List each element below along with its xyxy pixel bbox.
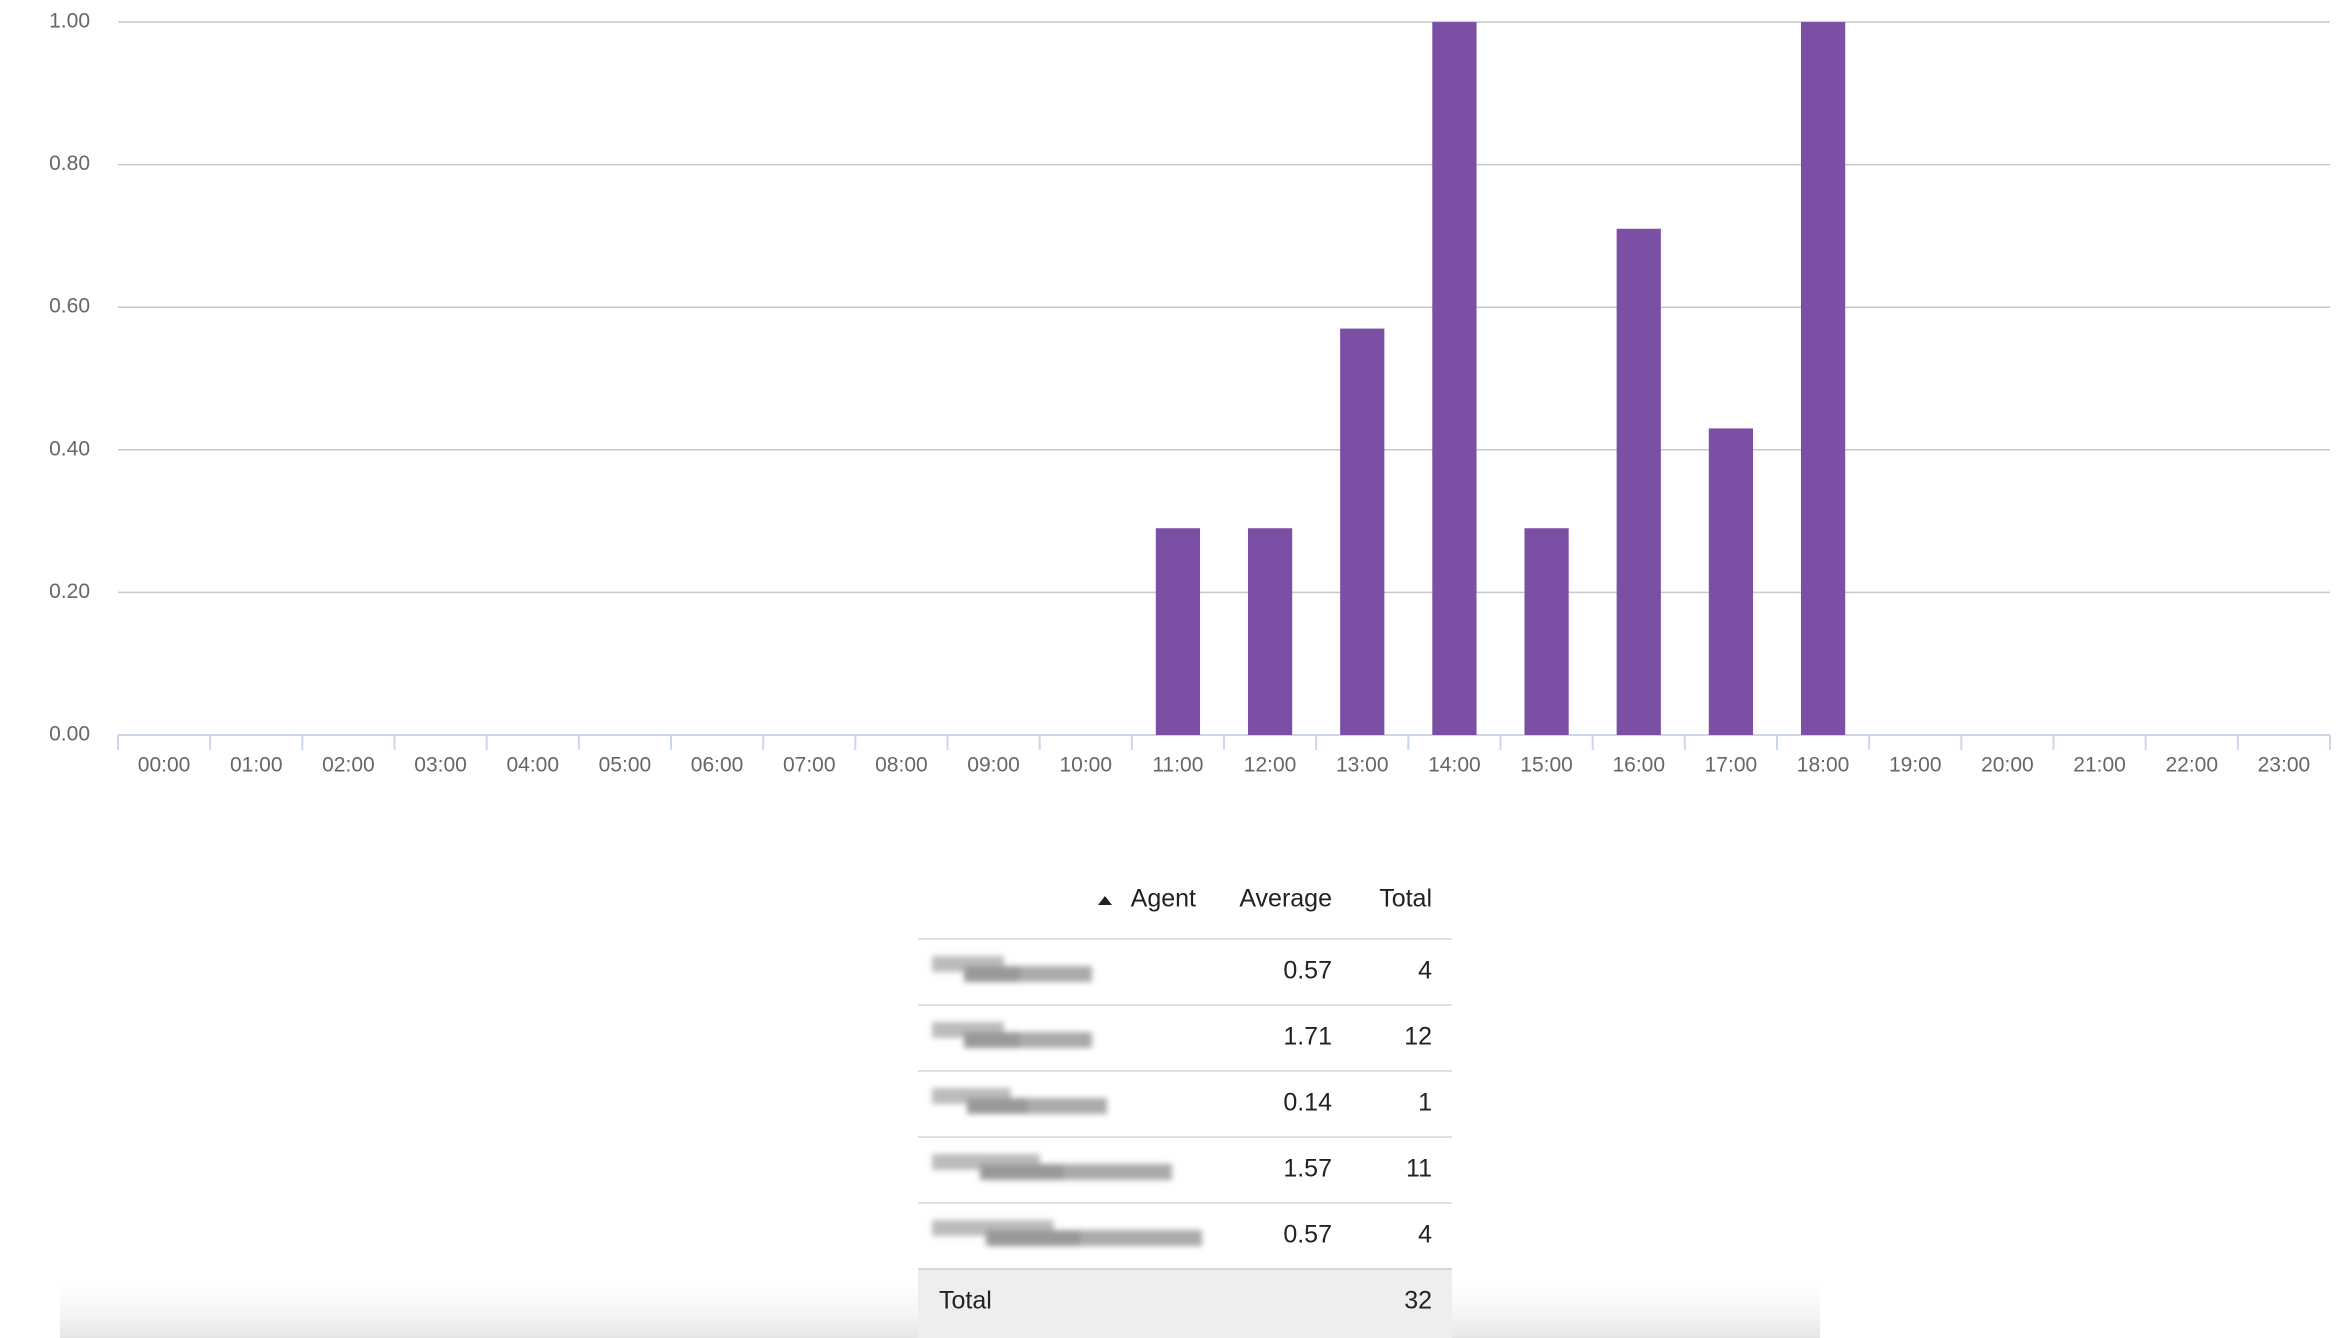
average-cell: 0.14 [1283, 1089, 1332, 1117]
average-cell: 1.57 [1283, 1155, 1332, 1183]
x-tick-label: 12:00 [1244, 754, 1297, 777]
y-tick-label: 0.40 [49, 437, 90, 460]
bar [1247, 528, 1293, 735]
y-tick-label: 0.20 [49, 580, 90, 603]
average-cell: 0.57 [1283, 1221, 1332, 1249]
x-tick-label: 20:00 [1981, 754, 2034, 777]
bar [1800, 22, 1846, 735]
agent-name-redacted [932, 956, 1092, 982]
x-tick-label: 17:00 [1705, 754, 1758, 777]
x-tick-label: 03:00 [414, 754, 467, 777]
x-tick-label: 06:00 [691, 754, 744, 777]
blur-block [1020, 1032, 1092, 1048]
x-tick-label: 19:00 [1889, 754, 1942, 777]
x-tick-label: 08:00 [875, 754, 928, 777]
total-cell: 12 [1404, 1023, 1432, 1051]
bar [1524, 528, 1569, 735]
blur-block [980, 1164, 1064, 1180]
x-tick-label: 07:00 [783, 754, 836, 777]
total-cell: 4 [1418, 1221, 1432, 1249]
y-tick-label: 0.00 [49, 723, 90, 746]
agent-name-redacted [932, 1022, 1092, 1048]
bar [1708, 428, 1754, 735]
sort-arrow [1098, 896, 1112, 905]
agent-name-redacted [932, 1220, 1202, 1246]
blur-block [1064, 1164, 1172, 1180]
bar [1155, 528, 1201, 735]
bar [1616, 228, 1661, 735]
footer-total: 32 [1404, 1287, 1432, 1315]
x-tick-label: 02:00 [322, 754, 375, 777]
average-cell: 0.57 [1283, 957, 1332, 985]
x-tick-label: 14:00 [1428, 754, 1481, 777]
agent-name-redacted [932, 1154, 1172, 1180]
x-tick-label: 11:00 [1152, 754, 1203, 777]
bar [1432, 22, 1477, 735]
total-cell: 11 [1406, 1155, 1432, 1183]
x-tick-label: 18:00 [1797, 754, 1850, 777]
y-tick-label: 0.60 [49, 295, 90, 318]
x-tick-label: 10:00 [1059, 754, 1112, 777]
x-tick-label: 04:00 [506, 754, 559, 777]
x-tick-label: 22:00 [2165, 754, 2218, 777]
x-tick-label: 13:00 [1336, 754, 1389, 777]
blur-block [964, 966, 1020, 982]
y-tick-label: 0.80 [49, 152, 90, 175]
x-tick-label: 16:00 [1612, 754, 1665, 777]
column-header: Agent [1131, 885, 1196, 913]
x-tick-label: 21:00 [2073, 754, 2126, 777]
footer-label: Total [939, 1287, 992, 1315]
x-tick-label: 09:00 [967, 754, 1020, 777]
average-cell: 1.71 [1283, 1023, 1332, 1051]
blur-block [1028, 1098, 1107, 1114]
x-tick-label: 23:00 [2258, 754, 2311, 777]
footer-row [918, 1269, 1452, 1338]
bar [1340, 328, 1385, 735]
agent-name-redacted [932, 1088, 1107, 1114]
total-cell: 1 [1418, 1089, 1432, 1117]
blur-block [1080, 1230, 1202, 1246]
x-tick-label: 01:00 [230, 754, 283, 777]
y-tick-label: 1.00 [49, 10, 90, 33]
total-cell: 4 [1418, 957, 1432, 985]
x-tick-label: 15:00 [1520, 754, 1573, 777]
column-header: Total [1379, 885, 1432, 913]
blur-block [1020, 966, 1092, 982]
x-tick-label: 05:00 [599, 754, 652, 777]
x-tick-label: 00:00 [138, 754, 191, 777]
column-header: Average [1239, 885, 1332, 913]
blur-block [986, 1230, 1081, 1246]
blur-block [967, 1098, 1029, 1114]
blur-block [964, 1032, 1020, 1048]
